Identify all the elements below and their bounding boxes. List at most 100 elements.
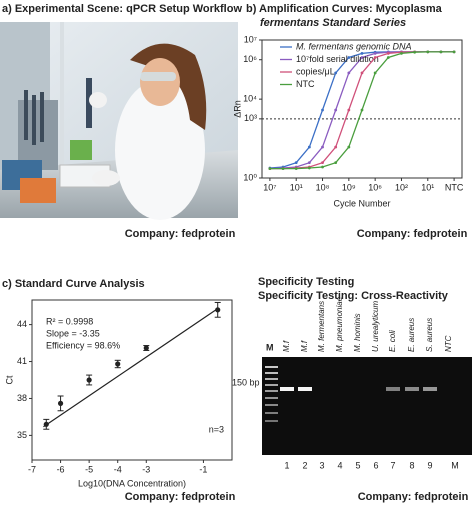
data-point — [143, 345, 149, 351]
x-tick-label: NTC — [445, 182, 464, 192]
gel-band — [386, 387, 400, 391]
y-axis-label: Ct — [4, 375, 14, 384]
curve-point — [360, 56, 364, 59]
y-tick-label: 41 — [17, 356, 27, 366]
lane-number: 6 — [373, 460, 378, 470]
curve-point — [294, 161, 298, 165]
lane-number: 2 — [302, 460, 307, 470]
panel-d-title: Specificity Testing: Cross-Reactivity — [258, 290, 449, 302]
curve-point — [360, 51, 364, 55]
y-tick-label: 10⁰ — [243, 172, 257, 182]
lane-label: M.f — [300, 340, 309, 352]
gel-band — [405, 387, 419, 391]
curve-point — [321, 161, 324, 165]
lane-label: E. aureus — [407, 318, 416, 352]
curve-point — [334, 161, 338, 165]
curve-point — [452, 50, 456, 54]
panel-c-title: c) Standard Curve Analysis — [2, 278, 145, 290]
curve-point — [386, 51, 390, 55]
ladder-band — [265, 404, 278, 406]
fit-annotation: R² = 0.9998 — [46, 316, 93, 326]
plot-frame — [261, 39, 463, 179]
fit-annotation: Slope = -3.35 — [46, 328, 100, 338]
lane-number: 5 — [355, 460, 360, 470]
fit-line — [43, 308, 219, 428]
curve-point — [360, 108, 364, 112]
curve-point — [373, 51, 377, 55]
data-point — [57, 400, 64, 406]
x-tick-label: -5 — [85, 464, 93, 474]
x-tick-label: 10⁶ — [368, 182, 382, 192]
lane-number: 7 — [390, 460, 395, 470]
company-label: Company: fedprotein — [125, 491, 236, 503]
curve-point — [307, 145, 311, 149]
curve-point — [347, 108, 351, 112]
panel-a-title: a) Experimental Scene: qPCR Setup Workfl… — [2, 3, 242, 15]
band-size-label: 150 bp — [232, 377, 260, 387]
curve-point — [360, 71, 364, 75]
legend-label: NTC — [296, 79, 315, 89]
curve-point — [400, 51, 403, 55]
ladder-band — [265, 390, 278, 392]
lane-number: 9 — [427, 460, 432, 470]
company-label: Company: fedprotein — [125, 228, 236, 240]
x-tick-label: -3 — [142, 464, 150, 474]
gel-band — [298, 387, 312, 391]
curve-point — [321, 108, 324, 112]
x-tick-label: 10² — [395, 182, 408, 192]
panel-b-title: fermentans Standard Series — [260, 17, 406, 29]
y-tick-label: 38 — [17, 393, 27, 403]
x-axis-label: Cycle Number — [333, 198, 390, 208]
curve-point — [294, 167, 298, 170]
ladder-band — [265, 420, 278, 422]
n-label: n=3 — [209, 424, 224, 434]
lane-label: M — [266, 342, 274, 352]
company-label: Company: fedprotein — [357, 228, 468, 240]
curve-point — [307, 161, 311, 165]
curve-point — [439, 50, 443, 54]
lab-photo — [0, 22, 238, 220]
lane-number: 8 — [409, 460, 414, 470]
x-tick-label: 10⁹ — [342, 182, 356, 192]
y-tick-label: 35 — [17, 430, 27, 440]
ladder-band — [265, 372, 278, 374]
x-tick-label: 10¹ — [421, 182, 434, 192]
data-point — [86, 377, 92, 383]
curve-point — [373, 71, 377, 75]
panel-b-title: b) Amplification Curves: Mycoplasma — [246, 3, 443, 15]
fit-annotation: Efficiency = 98.6% — [46, 340, 120, 350]
curve-point — [347, 56, 351, 59]
curve-point — [413, 50, 417, 54]
curve-point — [334, 108, 338, 112]
x-tick-label: -7 — [28, 464, 36, 474]
data-point — [115, 361, 121, 367]
curve-point — [426, 50, 430, 54]
curve-point — [334, 145, 338, 149]
company-label: Company: fedprotein — [358, 491, 469, 503]
lane-label: S. aureus — [425, 318, 434, 352]
curve-point — [321, 145, 324, 149]
legend-label: M. fermentans genomic DNA — [296, 41, 412, 51]
lane-label: M.f — [282, 340, 291, 352]
gel-band — [423, 387, 437, 391]
curve-point — [268, 167, 272, 170]
data-point — [43, 421, 49, 427]
curve-point — [334, 71, 338, 75]
ladder-band — [265, 366, 278, 368]
curve-point — [386, 56, 390, 59]
y-tick-label: 10⁶ — [243, 54, 257, 64]
curve-point — [281, 167, 285, 170]
curve-point — [347, 71, 351, 75]
curve-point — [373, 56, 377, 59]
ladder-band — [265, 378, 278, 380]
gel-band — [280, 387, 294, 391]
curve-point — [347, 145, 351, 149]
x-axis-label: Log10(DNA Concentration) — [78, 478, 186, 488]
x-tick-label: 10¹ — [290, 182, 303, 192]
x-tick-label: 10⁷ — [263, 182, 276, 192]
lane-label: U. urealyticum — [371, 301, 380, 352]
lane-number: 1 — [284, 460, 289, 470]
x-tick-label: -6 — [57, 464, 65, 474]
plot-frame — [31, 299, 233, 461]
